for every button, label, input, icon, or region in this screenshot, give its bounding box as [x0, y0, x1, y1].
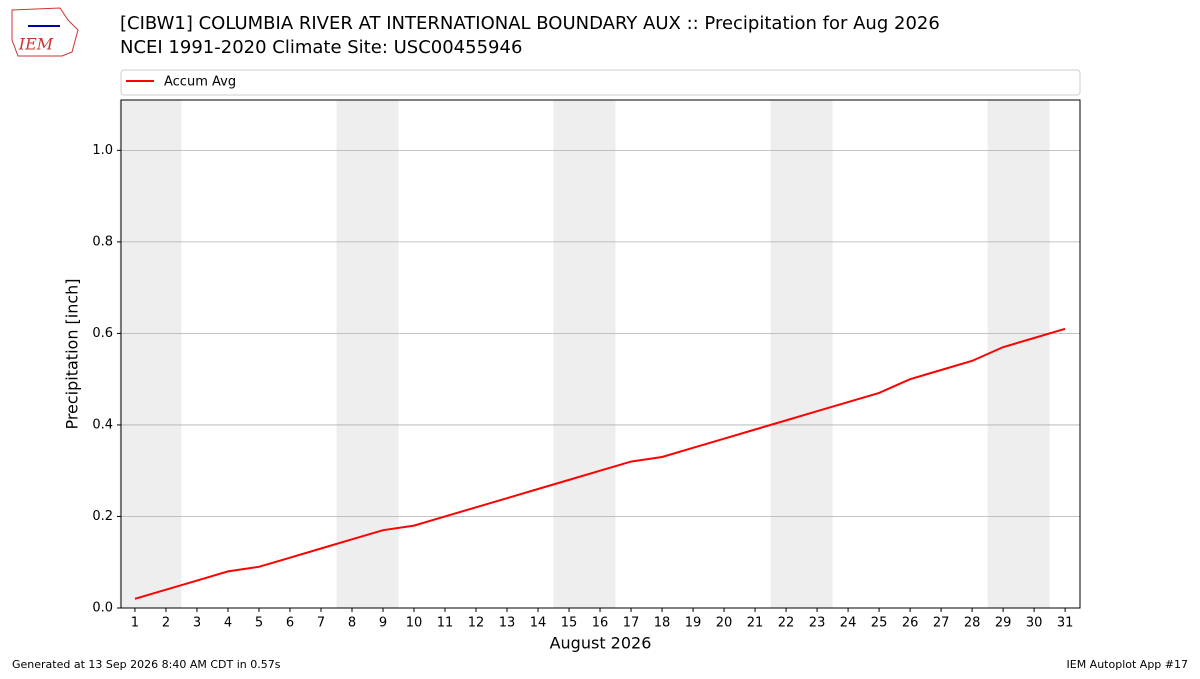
footer-left: Generated at 13 Sep 2026 8:40 AM CDT in … — [12, 658, 281, 671]
x-tick-label: 13 — [499, 616, 516, 631]
x-tick-label: 17 — [623, 616, 640, 631]
logo-text: IEM — [18, 35, 54, 54]
y-tick-label: 1.0 — [92, 143, 113, 158]
y-tick-label: 0.2 — [92, 509, 113, 524]
x-tick-label: 6 — [286, 616, 294, 631]
x-tick-label: 15 — [561, 616, 578, 631]
plot-frame — [120, 99, 1081, 609]
weekend-shade — [119, 100, 182, 608]
logo-outline — [11, 7, 79, 57]
x-tick-label: 22 — [778, 616, 795, 631]
x-tick-label: 8 — [348, 616, 356, 631]
x-tick-label: 7 — [317, 616, 325, 631]
x-tick-label: 14 — [530, 616, 547, 631]
chart-title: [CIBW1] COLUMBIA RIVER AT INTERNATIONAL … — [120, 13, 940, 34]
y-axis-label: Precipitation [inch] — [63, 278, 82, 429]
legend-label: Accum Avg — [164, 75, 236, 90]
x-tick-label: 25 — [871, 616, 888, 631]
logo: IEM — [11, 7, 79, 57]
x-tick-label: 16 — [592, 616, 609, 631]
x-tick-label: 30 — [1026, 616, 1043, 631]
x-tick-label: 23 — [809, 616, 826, 631]
x-tick-label: 19 — [685, 616, 702, 631]
chart-subtitle: NCEI 1991-2020 Climate Site: USC00455946 — [120, 37, 522, 58]
x-tick-label: 9 — [379, 616, 387, 631]
x-tick-label: 31 — [1057, 616, 1074, 631]
y-tick-label: 0.8 — [92, 234, 113, 249]
weekend-shade — [553, 100, 616, 608]
x-tick-label: 21 — [747, 616, 764, 631]
x-tick-label: 10 — [406, 616, 423, 631]
x-tick-label: 1 — [131, 616, 139, 631]
weekend-shade — [770, 100, 833, 608]
x-tick-label: 4 — [224, 616, 232, 631]
x-tick-label: 18 — [654, 616, 671, 631]
x-tick-label: 3 — [193, 616, 201, 631]
x-tick-label: 24 — [840, 616, 857, 631]
data-line — [134, 327, 1066, 600]
y-tick-label: 0.4 — [92, 417, 113, 432]
x-tick-label: 2 — [162, 616, 170, 631]
y-tick-label: 0.6 — [92, 326, 113, 341]
x-tick-label: 5 — [255, 616, 263, 631]
x-tick-label: 20 — [716, 616, 733, 631]
y-tick-label: 0.0 — [92, 601, 113, 616]
weekend-shade — [336, 100, 399, 608]
x-axis-label: August 2026 — [550, 634, 652, 653]
legend-box — [120, 69, 1081, 96]
x-tick-label: 26 — [902, 616, 919, 631]
x-tick-label: 28 — [964, 616, 981, 631]
x-tick-label: 27 — [933, 616, 950, 631]
x-tick-label: 12 — [468, 616, 485, 631]
x-tick-label: 29 — [995, 616, 1012, 631]
x-tick-label: 11 — [437, 616, 454, 631]
weekend-shade — [987, 100, 1050, 608]
footer-right: IEM Autoplot App #17 — [1067, 658, 1189, 671]
